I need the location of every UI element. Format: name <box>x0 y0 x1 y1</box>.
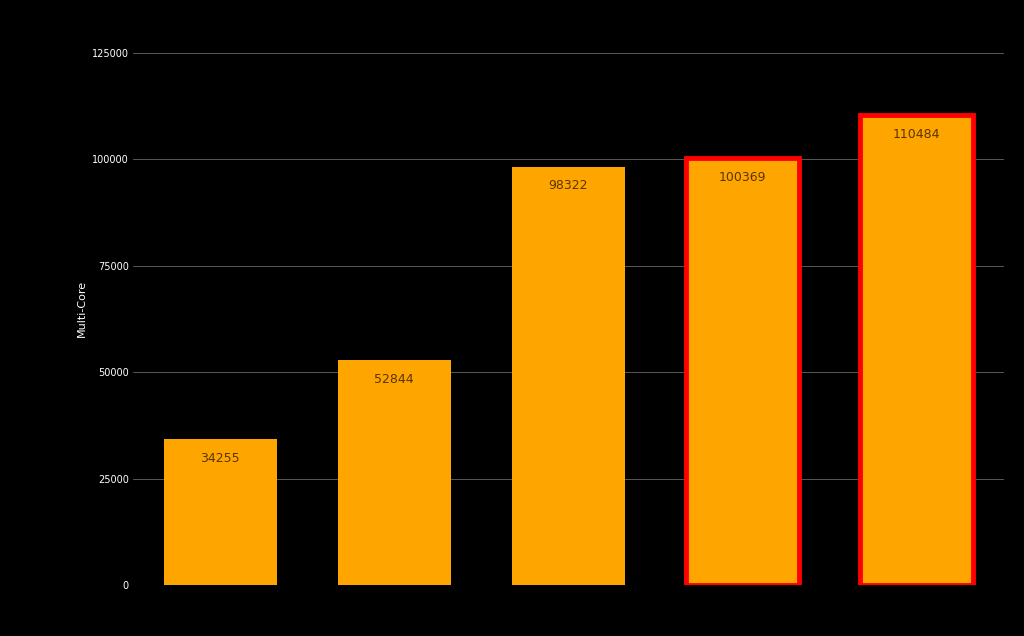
Bar <box>686 158 799 585</box>
Bar <box>338 360 451 585</box>
Bar <box>860 115 973 585</box>
Bar <box>164 439 276 585</box>
Y-axis label: Multi-Core: Multi-Core <box>77 280 86 337</box>
Text: 52844: 52844 <box>375 373 414 386</box>
Text: 34255: 34255 <box>201 452 240 465</box>
Text: 100369: 100369 <box>719 170 766 184</box>
Bar <box>512 167 625 585</box>
Text: 98322: 98322 <box>549 179 588 193</box>
Text: 110484: 110484 <box>893 128 940 141</box>
